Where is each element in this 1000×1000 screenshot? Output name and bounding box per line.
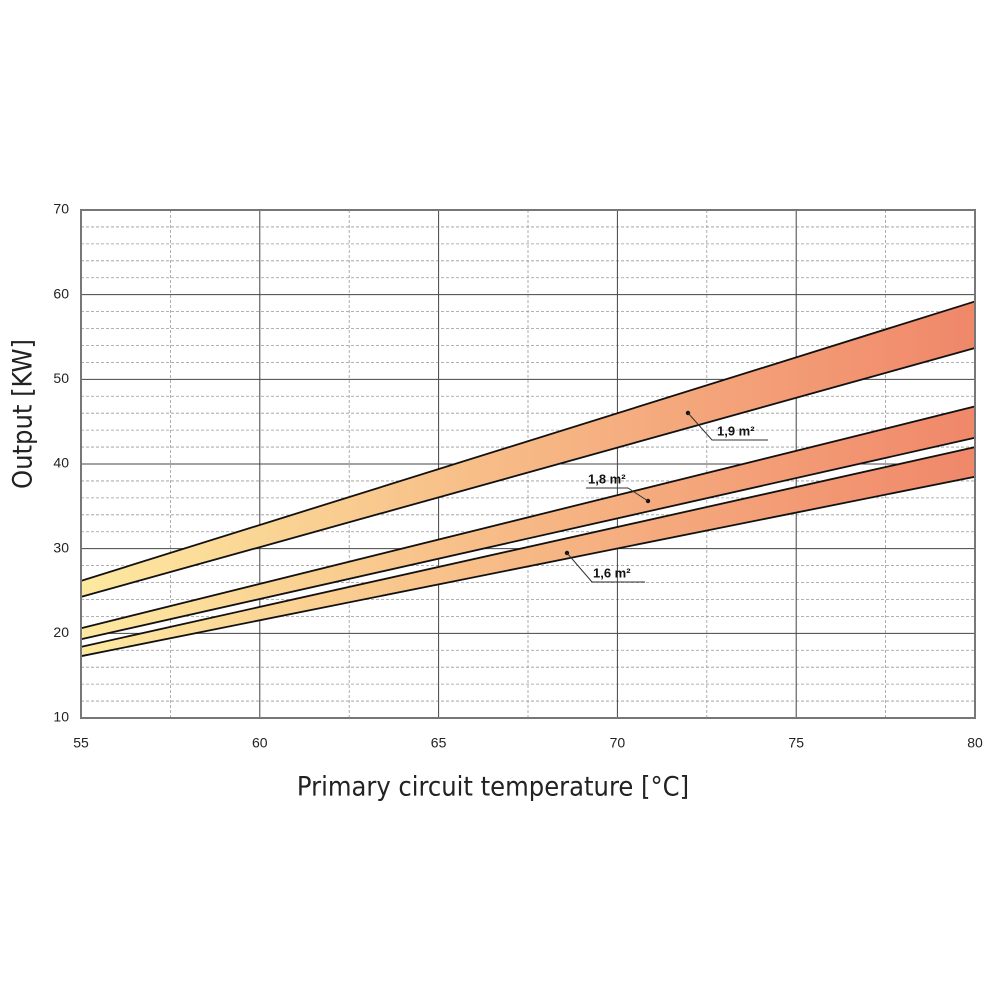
x-tick-label: 75	[788, 735, 804, 751]
leader-line	[687, 412, 768, 441]
leader-line	[586, 487, 649, 502]
y-tick-label: 50	[53, 370, 69, 386]
band-area	[81, 301, 975, 597]
band-lower-line	[80, 347, 976, 598]
y-tick-label: 10	[53, 709, 69, 725]
band-upper-line	[80, 446, 976, 648]
y-axis-title: Output [KW]	[8, 339, 39, 489]
plot-border	[80, 209, 976, 719]
band-area	[81, 447, 975, 657]
leader-line	[566, 552, 645, 583]
x-axis-title: Primary circuit temperature [°C]	[297, 772, 689, 803]
y-tick-label: 20	[53, 624, 69, 640]
band-label: 1,6 m²	[593, 565, 631, 580]
x-tick-label: 60	[252, 735, 268, 751]
y-tick-label: 40	[53, 455, 69, 471]
x-tick-label: 80	[967, 735, 983, 751]
x-tick-label: 55	[73, 735, 89, 751]
x-tick-label: 70	[610, 735, 626, 751]
band-lower-line	[80, 475, 976, 658]
x-tick-label: 65	[431, 735, 447, 751]
band-lower-line	[80, 436, 976, 641]
band-label: 1,8 m²	[588, 471, 626, 486]
band-label: 1,9 m²	[717, 423, 755, 438]
y-tick-label: 30	[53, 539, 69, 555]
band-upper-line	[80, 300, 976, 582]
band-area	[81, 406, 975, 640]
y-tick-label: 60	[53, 285, 69, 301]
y-tick-label: 70	[53, 201, 69, 217]
band-upper-line	[80, 405, 976, 630]
